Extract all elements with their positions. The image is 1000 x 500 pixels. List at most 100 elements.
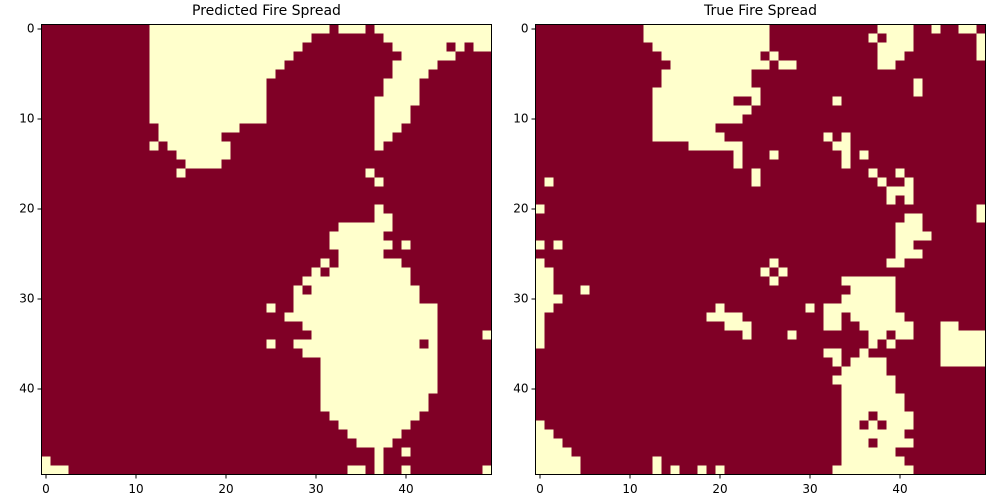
cell bbox=[778, 132, 788, 142]
cell bbox=[68, 411, 78, 421]
cell bbox=[167, 69, 177, 79]
cell bbox=[814, 384, 824, 394]
cell bbox=[697, 222, 707, 232]
cell bbox=[140, 312, 150, 322]
cell bbox=[347, 366, 357, 376]
cell bbox=[886, 42, 896, 52]
cell bbox=[562, 204, 572, 214]
cell bbox=[562, 141, 572, 151]
cell bbox=[302, 213, 312, 223]
cell bbox=[652, 465, 662, 475]
cell bbox=[589, 78, 599, 88]
cell bbox=[841, 276, 851, 286]
cell bbox=[149, 366, 159, 376]
cell bbox=[113, 411, 123, 421]
cell bbox=[832, 348, 842, 358]
cell bbox=[59, 321, 69, 331]
cell bbox=[805, 393, 815, 403]
cell bbox=[733, 51, 743, 61]
cell bbox=[347, 411, 357, 421]
cell bbox=[904, 429, 914, 439]
cell bbox=[392, 24, 402, 34]
cell bbox=[221, 222, 231, 232]
cell bbox=[365, 411, 375, 421]
cell bbox=[877, 384, 887, 394]
cell bbox=[266, 222, 276, 232]
cell bbox=[850, 132, 860, 142]
cell bbox=[760, 69, 770, 79]
cell bbox=[50, 267, 60, 277]
cell bbox=[850, 357, 860, 367]
cell bbox=[68, 60, 78, 70]
cell bbox=[302, 276, 312, 286]
cell bbox=[59, 258, 69, 268]
cell bbox=[643, 366, 653, 376]
cell bbox=[823, 285, 833, 295]
cell bbox=[428, 177, 438, 187]
cell bbox=[68, 339, 78, 349]
cell bbox=[194, 303, 204, 313]
cell bbox=[176, 258, 186, 268]
cell bbox=[221, 429, 231, 439]
cell bbox=[922, 411, 932, 421]
cell bbox=[329, 150, 339, 160]
cell bbox=[562, 285, 572, 295]
cell bbox=[931, 249, 941, 259]
cell bbox=[149, 60, 159, 70]
cell bbox=[410, 168, 420, 178]
cell bbox=[751, 168, 761, 178]
cell bbox=[733, 384, 743, 394]
cell bbox=[697, 429, 707, 439]
cell bbox=[365, 240, 375, 250]
cell bbox=[383, 330, 393, 340]
cell bbox=[212, 87, 222, 97]
cell bbox=[715, 456, 725, 466]
cell bbox=[634, 366, 644, 376]
cell bbox=[338, 42, 348, 52]
cell bbox=[86, 267, 96, 277]
cell bbox=[715, 132, 725, 142]
cell bbox=[634, 177, 644, 187]
cell bbox=[410, 303, 420, 313]
cell bbox=[967, 285, 977, 295]
cell bbox=[455, 447, 465, 457]
cell bbox=[868, 249, 878, 259]
cell bbox=[473, 177, 483, 187]
cell bbox=[104, 456, 114, 466]
cell bbox=[392, 159, 402, 169]
cell bbox=[661, 393, 671, 403]
cell bbox=[194, 186, 204, 196]
cell bbox=[688, 258, 698, 268]
cell bbox=[239, 267, 249, 277]
cell bbox=[580, 267, 590, 277]
cell bbox=[922, 87, 932, 97]
cell bbox=[401, 312, 411, 322]
cell bbox=[329, 375, 339, 385]
cell bbox=[895, 33, 905, 43]
cell bbox=[104, 366, 114, 376]
cell bbox=[967, 105, 977, 115]
cell bbox=[823, 294, 833, 304]
cell bbox=[814, 267, 824, 277]
cell bbox=[832, 159, 842, 169]
cell bbox=[607, 87, 617, 97]
cell bbox=[769, 330, 779, 340]
cell bbox=[473, 60, 483, 70]
cell bbox=[140, 168, 150, 178]
cell bbox=[428, 195, 438, 205]
cell bbox=[688, 366, 698, 376]
cell bbox=[931, 303, 941, 313]
cell bbox=[805, 366, 815, 376]
cell bbox=[841, 357, 851, 367]
cell bbox=[544, 402, 554, 412]
cell bbox=[464, 339, 474, 349]
cell bbox=[437, 96, 447, 106]
cell bbox=[464, 150, 474, 160]
cell bbox=[634, 231, 644, 241]
cell bbox=[589, 366, 599, 376]
cell bbox=[607, 321, 617, 331]
cell bbox=[293, 78, 303, 88]
cell bbox=[419, 411, 429, 421]
cell bbox=[598, 132, 608, 142]
cell bbox=[347, 168, 357, 178]
